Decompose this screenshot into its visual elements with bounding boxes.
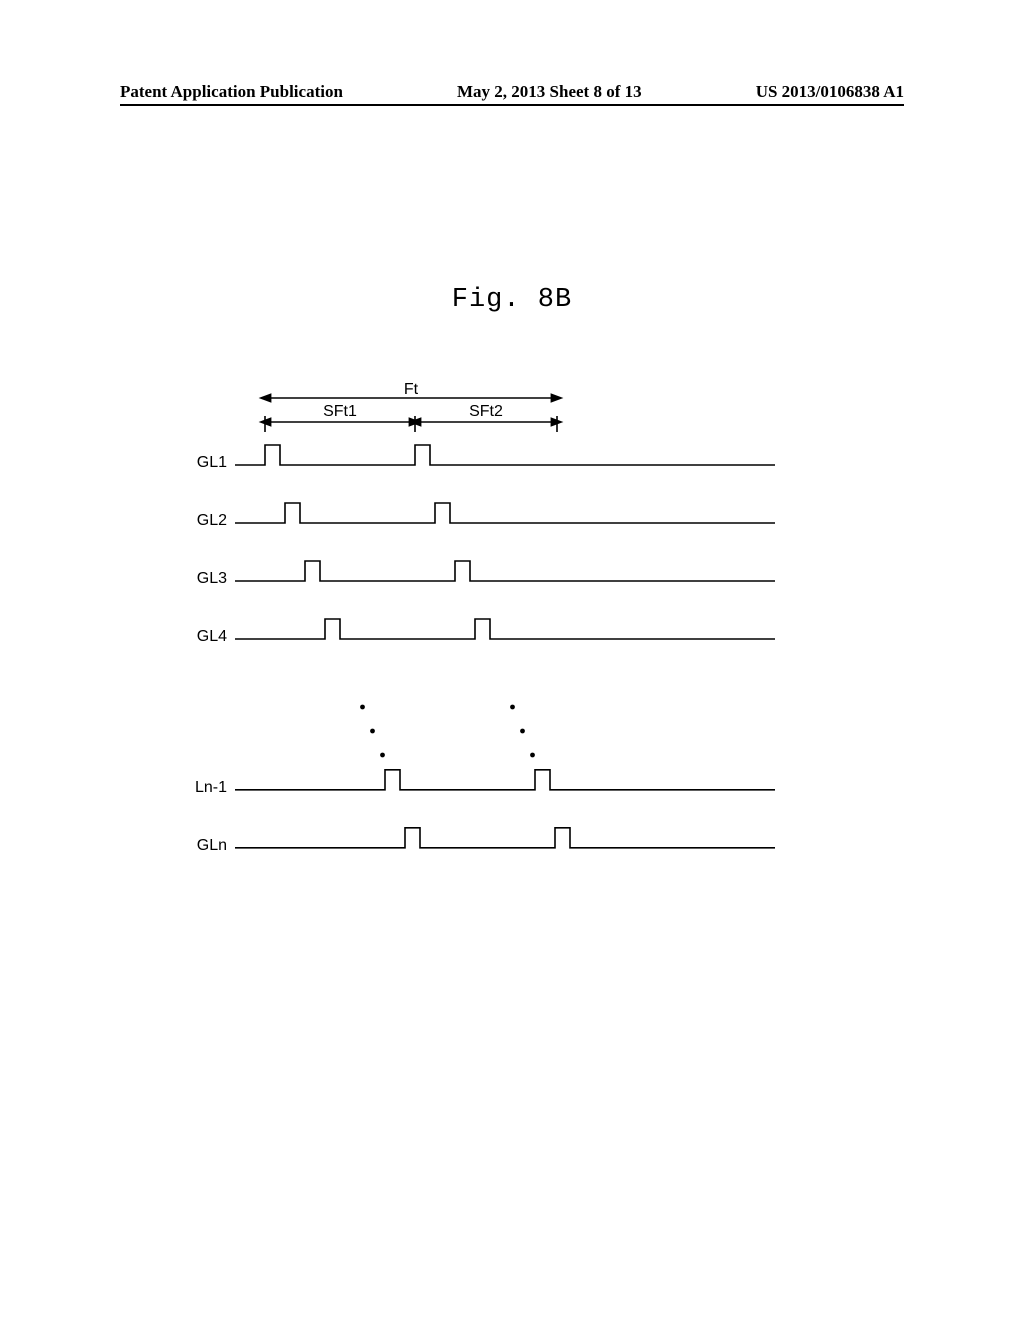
svg-text:GLn: GLn [197,837,227,854]
svg-text:GL4: GL4 [197,628,227,645]
svg-text:GL2: GL2 [197,512,227,529]
timing-diagram: Ft SFt1 SFt2 GL1 GL2 GL3 GL4 GLn-1 GLn [195,380,785,920]
svg-text:SFt2: SFt2 [469,403,503,420]
header-left: Patent Application Publication [120,82,343,102]
svg-text:Ft: Ft [404,381,419,398]
header-right: US 2013/0106838 A1 [756,82,904,102]
svg-text:GLn-1: GLn-1 [195,779,227,796]
svg-text:SFt1: SFt1 [323,403,357,420]
svg-text:GL1: GL1 [197,454,227,471]
figure-title: Fig. 8B [0,285,1024,315]
page-header: Patent Application Publication May 2, 20… [0,82,1024,102]
header-center: May 2, 2013 Sheet 8 of 13 [457,82,642,102]
svg-text:GL3: GL3 [197,570,227,587]
timing-svg: Ft SFt1 SFt2 GL1 GL2 GL3 GL4 GLn-1 GLn [195,380,785,920]
header-rule [120,104,904,106]
